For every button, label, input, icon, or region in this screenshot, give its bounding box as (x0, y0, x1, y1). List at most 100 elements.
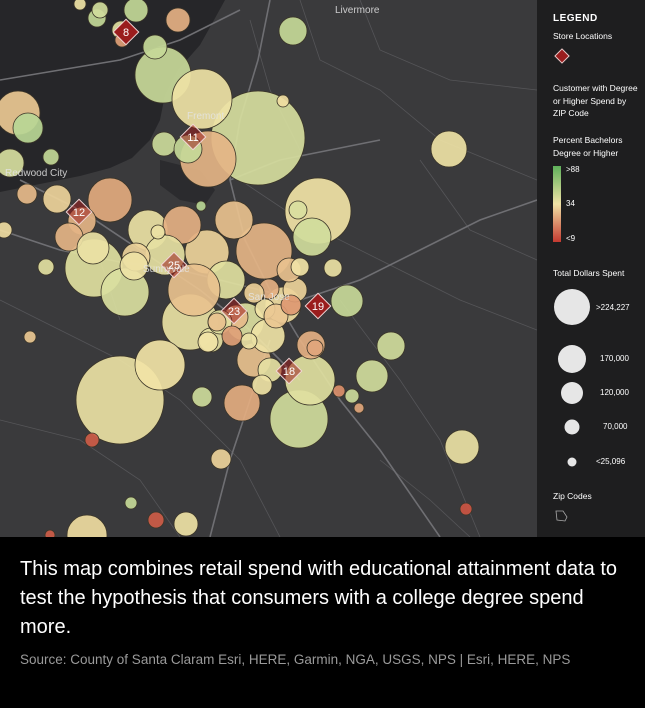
zip-spend-circle[interactable] (123, 0, 149, 23)
place-labels: Livermore Fremont Redwood City Sunnyvale San… (5, 5, 380, 303)
caption-text: This map combines retail spend with educ… (20, 558, 618, 638)
place-label-livermore: Livermore (335, 5, 380, 16)
zip-spend-circle[interactable] (173, 511, 199, 537)
dollar-size-circles (554, 289, 590, 467)
zip-spend-circle[interactable] (44, 529, 56, 537)
zip-spend-circle[interactable] (221, 325, 243, 347)
zip-spend-circle[interactable] (147, 511, 165, 529)
zip-spend-circle[interactable] (276, 94, 290, 108)
zip-spend-circle[interactable] (197, 331, 219, 353)
place-label-redwood-city: Redwood City (5, 168, 67, 179)
zip-spend-circle[interactable] (459, 502, 473, 516)
zip-spend-circle[interactable] (278, 16, 308, 46)
zip-spend-circle[interactable] (84, 432, 100, 448)
dollar-size-3: 120,000 (600, 388, 629, 397)
zip-spend-circle[interactable] (210, 448, 232, 470)
zip-spend-circle[interactable] (290, 257, 310, 277)
zip-spend-circle[interactable] (251, 374, 273, 396)
zip-spend-circle[interactable] (150, 224, 166, 240)
zip-spend-circle[interactable] (119, 251, 149, 281)
zip-spend-circle[interactable] (353, 402, 365, 414)
store-marker-label: 25 (168, 260, 180, 272)
percent-high-label: >88 (566, 165, 580, 174)
zip-circles (0, 0, 480, 537)
store-location-symbol-icon (554, 48, 570, 64)
zip-spend-circle[interactable] (91, 1, 109, 19)
zip-spend-circle[interactable] (332, 384, 346, 398)
map-svg: 8 11 12 25 23 19 18 Livermore Fremont Redwood Ci… (0, 0, 537, 537)
store-marker-11[interactable]: 11 (179, 123, 207, 151)
zip-spend-circle[interactable] (42, 184, 72, 214)
store-marker-12[interactable]: 12 (65, 198, 93, 226)
store-marker-19[interactable]: 19 (304, 292, 332, 320)
zip-spend-circle[interactable] (376, 331, 406, 361)
dollar-size-4: 70,000 (603, 422, 628, 431)
dollar-size-1: >224,227 (596, 303, 630, 312)
zip-spend-circle[interactable] (444, 429, 480, 465)
zip-spend-circle[interactable] (42, 148, 60, 166)
zip-spend-circle[interactable] (23, 330, 37, 344)
place-label-san-jose: San Jose (248, 292, 290, 303)
store-marker-8[interactable]: 8 (112, 18, 140, 46)
percent-low-label: <9 (566, 234, 576, 243)
percent-bachelors-label: Percent Bachelors Degree or Higher (553, 135, 623, 158)
zip-spend-circle[interactable] (165, 7, 191, 33)
store-marker-25[interactable]: 25 (160, 251, 188, 279)
zip-spend-circle[interactable] (323, 258, 343, 278)
store-marker-18[interactable]: 18 (275, 357, 303, 385)
zip-spend-circle[interactable] (134, 339, 186, 391)
store-markers: 8 11 12 25 23 19 18 (65, 18, 332, 385)
zip-spend-circle[interactable] (124, 496, 138, 510)
store-marker-label: 12 (73, 207, 85, 219)
zip-codes-label: Zip Codes (553, 491, 592, 501)
zip-spend-circle[interactable] (288, 200, 308, 220)
zip-spend-circle[interactable] (223, 384, 261, 422)
customer-spend-label: Customer with Degree or Higher Spend by … (553, 83, 638, 118)
zip-spend-circle[interactable] (306, 339, 324, 357)
zip-spend-circle[interactable] (167, 263, 221, 317)
store-locations-label: Store Locations (553, 31, 613, 41)
zip-spend-circle[interactable] (142, 34, 168, 60)
zip-spend-circle[interactable] (330, 284, 364, 318)
percent-color-ramp (553, 166, 561, 242)
zip-spend-circle[interactable] (195, 200, 207, 212)
source-credit: Source: County of Santa Claram Esri, HER… (20, 652, 571, 667)
zip-spend-circle[interactable] (37, 258, 55, 276)
zip-spend-circle[interactable] (87, 177, 133, 223)
zip-spend-circle[interactable] (430, 130, 468, 168)
zip-spend-circle[interactable] (344, 388, 360, 404)
zip-spend-circle[interactable] (151, 131, 177, 157)
legend-title: LEGEND (553, 13, 598, 24)
zip-spend-circle[interactable] (207, 312, 227, 332)
zip-spend-circle[interactable] (240, 332, 258, 350)
zip-spend-circle[interactable] (12, 112, 44, 144)
zip-spend-circle[interactable] (191, 386, 213, 408)
total-dollars-label: Total Dollars Spent (553, 268, 625, 278)
store-marker-23[interactable]: 23 (220, 297, 248, 325)
place-label-fremont: Fremont (187, 111, 224, 122)
store-marker-label: 18 (283, 366, 295, 378)
zip-spend-circle[interactable] (16, 183, 38, 205)
zip-spend-circle[interactable] (73, 0, 87, 11)
caption-area: This map combines retail spend with educ… (0, 537, 645, 708)
zip-spend-circle[interactable] (66, 514, 108, 537)
map-canvas[interactable]: 8 11 12 25 23 19 18 Livermore Fremont Redwood Ci… (0, 0, 537, 537)
store-marker-label: 8 (123, 27, 129, 39)
dollar-size-5: <25,096 (596, 457, 626, 466)
store-marker-label: 23 (228, 306, 240, 318)
bay-water-south (160, 160, 215, 205)
zip-spend-circle[interactable] (0, 148, 25, 178)
zip-spend-circle[interactable] (280, 294, 302, 316)
percent-mid-label: 34 (566, 199, 575, 208)
store-marker-label: 11 (187, 132, 198, 144)
dollar-size-2: 170,000 (600, 354, 629, 363)
zip-spend-circle[interactable] (292, 217, 332, 257)
legend-panel: LEGEND Store Locations Customer with Deg… (537, 0, 645, 537)
zip-spend-circle[interactable] (214, 200, 254, 240)
zip-spend-circle[interactable] (243, 282, 265, 304)
zip-spend-circle[interactable] (0, 221, 13, 239)
zip-spend-circle[interactable] (76, 231, 110, 265)
zip-spend-circle[interactable] (355, 359, 389, 393)
zip-spend-circle[interactable] (171, 68, 233, 130)
zip-code-symbol-icon (555, 510, 568, 522)
